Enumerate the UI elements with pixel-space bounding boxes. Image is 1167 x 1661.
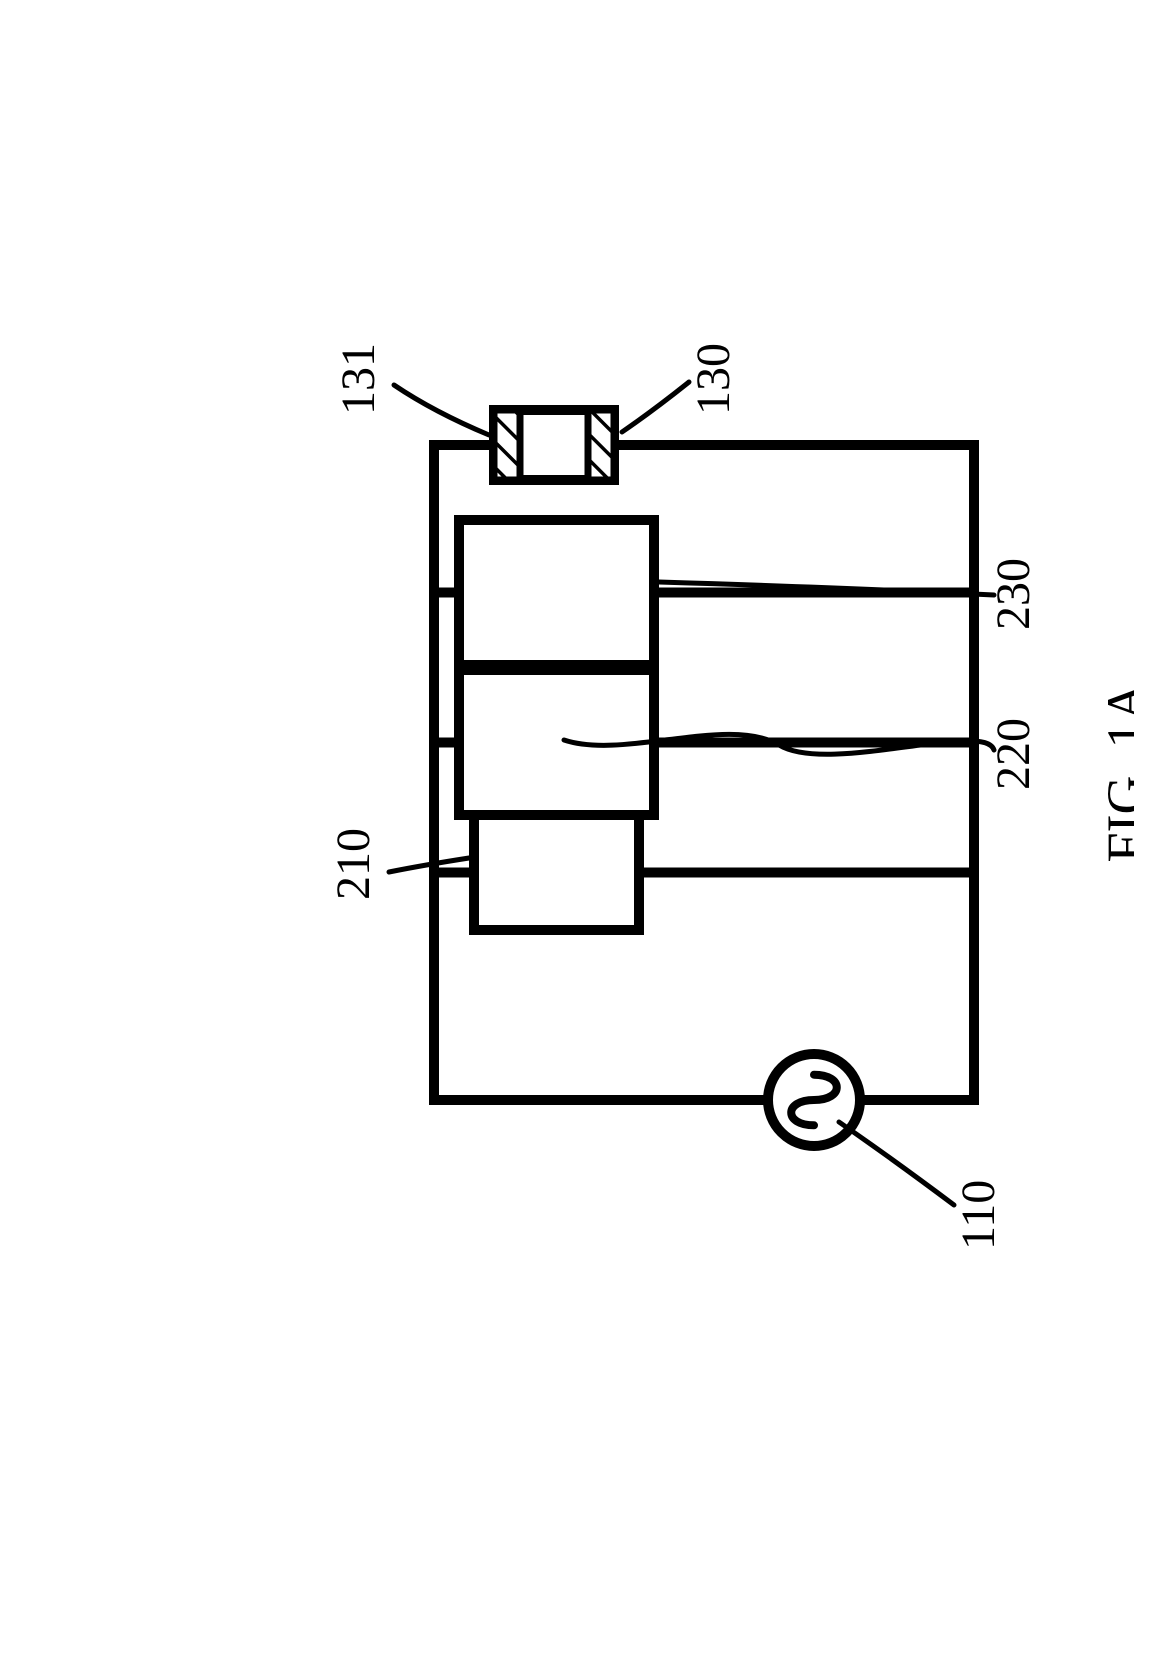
svg-text:230: 230	[987, 558, 1040, 630]
svg-text:130: 130	[687, 343, 740, 415]
svg-text:210: 210	[327, 828, 380, 900]
svg-text:131: 131	[332, 343, 385, 415]
svg-text:220: 220	[987, 718, 1040, 790]
svg-text:FIG. 1A: FIG. 1A	[1096, 682, 1134, 862]
svg-text:110: 110	[952, 1180, 1005, 1250]
